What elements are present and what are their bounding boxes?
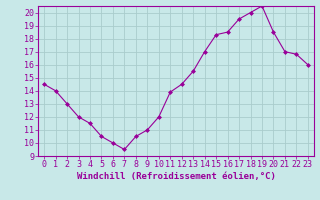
- X-axis label: Windchill (Refroidissement éolien,°C): Windchill (Refroidissement éolien,°C): [76, 172, 276, 181]
